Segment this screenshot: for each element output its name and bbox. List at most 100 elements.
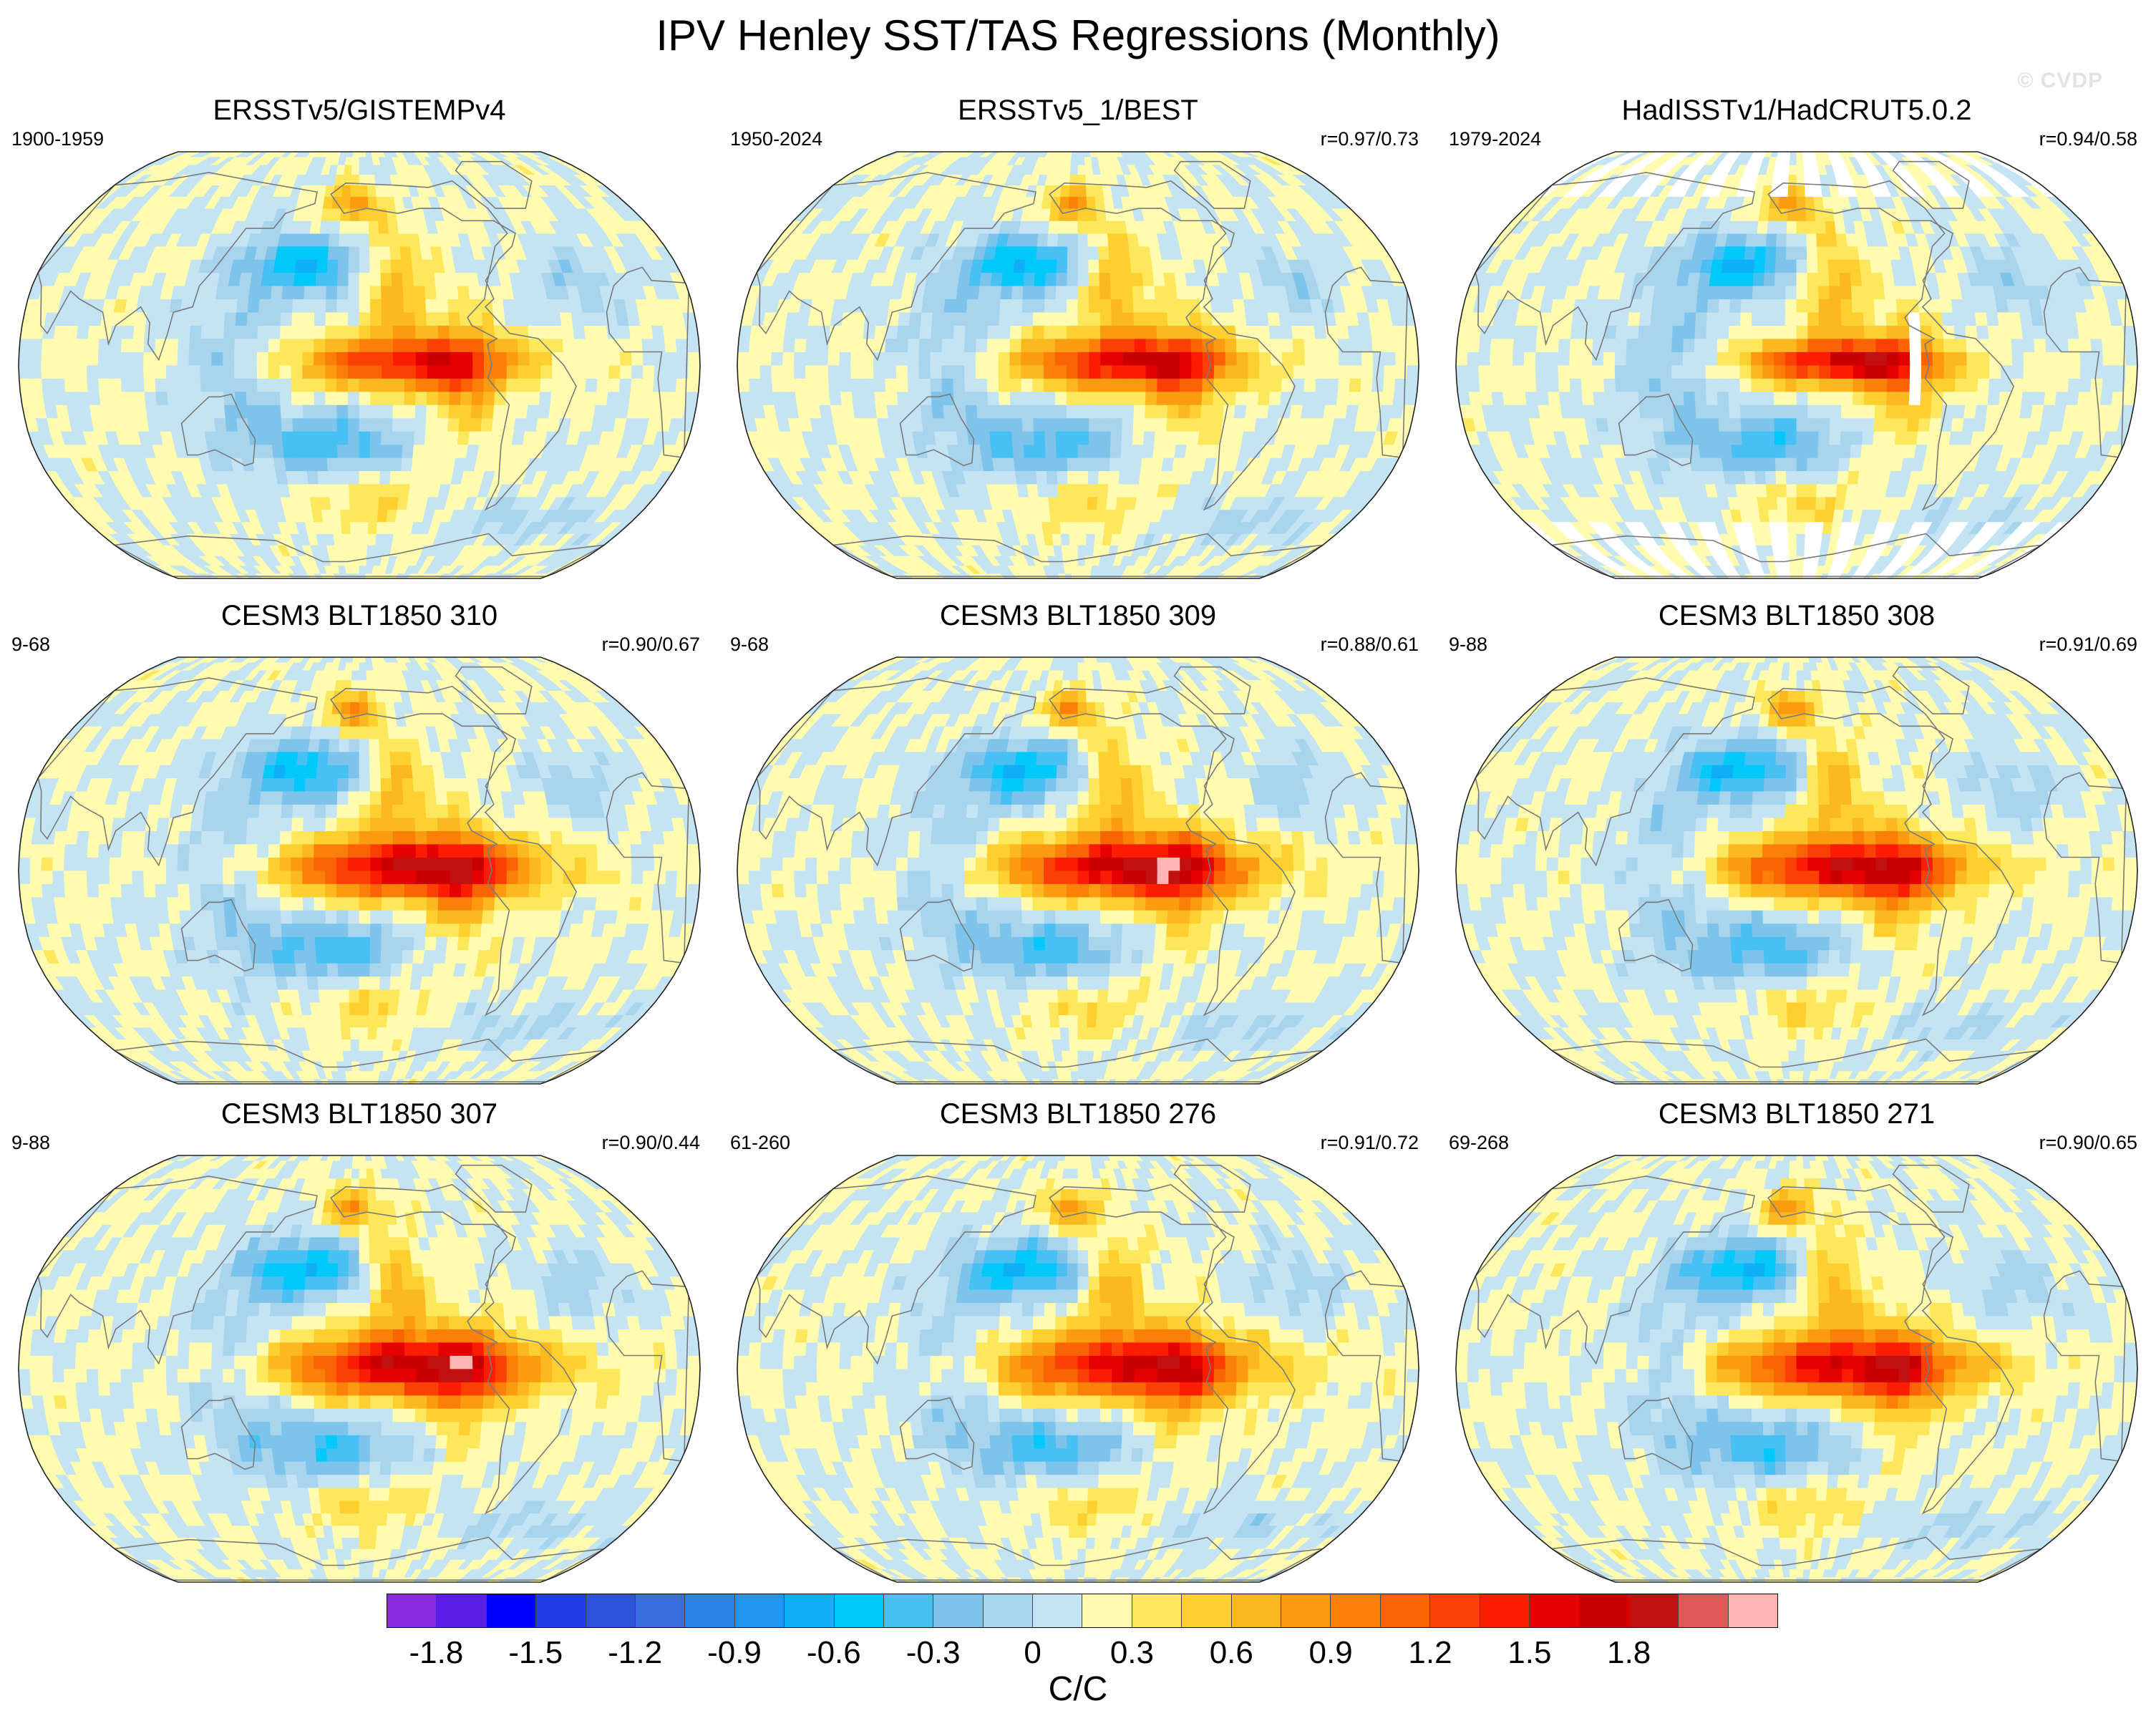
field-cell [1132,299,1145,313]
field-cell [737,378,751,392]
field-cell [1235,378,1249,392]
field-cell [1246,391,1260,405]
field-cell [1817,457,1830,472]
field-cell [988,417,1001,432]
field-cell [1407,364,1419,379]
field-cell [1134,338,1147,352]
field-cell [931,325,943,339]
field-cell [225,417,238,432]
field-cell [359,185,369,197]
field-cell [359,311,372,326]
field-cell [526,404,540,419]
field-cell [1059,509,1069,523]
field-cell [991,457,1006,472]
field-cell [1100,378,1112,392]
field-cell [471,391,485,405]
field-cell [563,352,576,366]
field-cell [97,352,110,366]
field-cell [817,378,830,392]
field-cell [1796,483,1807,498]
field-cell [314,391,326,405]
field-cell [1011,430,1024,445]
field-cell [1088,299,1101,313]
field-cell [805,364,818,379]
field-cell [1109,457,1122,472]
field-cell [1347,325,1361,339]
field-cell [839,364,852,379]
field-cell [1190,391,1203,405]
field-cell [1117,233,1130,247]
field-cell [427,352,440,366]
field-cell [448,311,461,326]
field-cell [298,233,311,247]
field-cell [1280,325,1293,339]
field-cell [212,325,225,339]
field-cell [1268,391,1282,405]
field-cell [339,233,350,247]
field-cell [495,352,508,366]
field-cell [1122,311,1135,326]
field-cell [1097,496,1108,510]
field-cell [1394,338,1407,352]
field-cell [1165,285,1178,300]
field-cell [54,325,68,339]
field-cell [314,352,326,366]
field-cell [1134,325,1147,339]
field-cell [281,152,294,157]
field-cell [293,272,306,286]
field-cell [269,417,283,432]
field-cell [585,378,598,392]
field-cell [1210,299,1224,313]
field-cell [1032,352,1044,366]
field-cell [1077,285,1089,300]
field-cell [1270,364,1283,379]
field-cell [1132,285,1145,300]
field-cell [1167,391,1180,405]
field-cell [1056,457,1068,472]
field-cell [1088,444,1100,458]
field-cell [291,391,304,405]
field-cell [234,378,247,392]
field-cell [1168,364,1181,379]
field-cell [319,220,331,234]
field-cell [409,246,423,260]
field-cell [41,338,55,352]
field-cell [1774,457,1787,472]
field-cell [1142,272,1155,286]
field-cell [805,378,819,392]
field-cell [213,311,226,326]
field-cell [389,470,402,485]
field-cell [415,378,428,392]
field-cell [1266,417,1279,432]
field-cell [379,483,391,498]
field-cell [953,391,966,405]
field-cell [1838,457,1851,472]
field-cell [506,364,519,379]
field-cell [1327,352,1340,366]
field-cell [1796,545,1805,556]
field-cell [987,404,1001,419]
field-cell [19,352,31,366]
field-cell [271,444,285,458]
field-cell [325,325,338,339]
field-cell [472,152,491,157]
field-cell [41,364,54,379]
field-cell [1032,378,1045,392]
field-cell [1009,391,1022,405]
field-cell [392,285,404,300]
field-cell [226,430,240,445]
field-cell [200,364,213,379]
field-cell [427,338,440,352]
field-cell [319,496,331,510]
field-cell [303,404,316,419]
field-cell [941,364,954,379]
field-cell [827,364,840,379]
field-cell [302,325,315,339]
field-cell [245,364,258,379]
field-cell [1120,444,1133,458]
field-cell [737,352,749,366]
field-cell [120,364,133,379]
field-cell [608,378,621,392]
field-cell [368,509,379,523]
field-cell [1155,404,1169,419]
